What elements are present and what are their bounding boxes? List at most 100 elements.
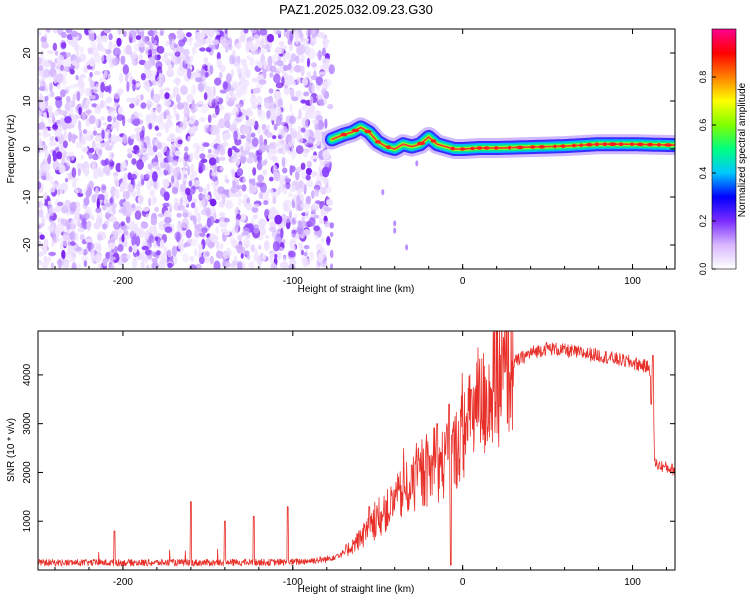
noise-blob: [199, 153, 206, 160]
noise-blob: [158, 154, 164, 164]
noise-blob: [188, 37, 193, 46]
noise-blob: [203, 56, 209, 65]
signal-peak: [340, 132, 348, 137]
noise-blob: [236, 213, 241, 221]
noise-blob: [176, 44, 184, 54]
noise-blob: [150, 217, 157, 226]
noise-blob: [69, 241, 76, 246]
noise-blob: [277, 147, 283, 154]
noise-blob: [285, 181, 291, 190]
noise-blob: [138, 59, 146, 65]
noise-blob: [281, 156, 286, 168]
noise-blob: [100, 159, 105, 165]
noise-blob: [274, 253, 278, 259]
noise-blob: [272, 196, 277, 205]
noise-blob: [232, 120, 238, 126]
noise-blob: [62, 140, 68, 149]
noise-blob: [312, 34, 316, 39]
noise-blob: [237, 234, 243, 241]
noise-blob: [258, 38, 266, 48]
noise-blob: [58, 164, 66, 174]
noise-blob: [151, 79, 156, 86]
noise-blob: [100, 54, 105, 63]
noise-blob: [314, 110, 321, 116]
signal-peak: [608, 142, 617, 146]
x-tick-label: -200: [113, 276, 133, 287]
noise-blob: [52, 160, 60, 171]
noise-blob: [116, 121, 120, 132]
colorbar-tick-label: 0.2: [698, 215, 708, 228]
noise-blob: [245, 141, 250, 148]
noise-blob: [263, 69, 267, 80]
noise-blob: [190, 152, 194, 162]
noise-blob: [89, 71, 93, 78]
noise-blob: [104, 190, 109, 199]
noise-blob: [76, 51, 80, 57]
noise-blob: [213, 260, 221, 269]
noise-blob: [300, 99, 307, 104]
noise-blob: [54, 147, 59, 152]
y-tick-label: 3000: [22, 412, 33, 435]
noise-blob: [185, 199, 189, 205]
noise-blob: [255, 150, 259, 157]
signal-peak: [385, 145, 392, 149]
noise-blob: [209, 198, 217, 207]
noise-blob: [174, 77, 181, 85]
noise-blob: [81, 111, 86, 121]
noise-blob: [79, 233, 85, 241]
noise-blob: [267, 188, 274, 194]
noise-blob: [61, 76, 67, 86]
noise-blob: [287, 192, 294, 198]
noise-blob: [131, 257, 138, 269]
noise-blob: [153, 29, 158, 37]
noise-blob: [166, 52, 173, 57]
noise-blob: [264, 129, 268, 136]
noise-blob: [83, 197, 90, 206]
noise-blob: [66, 157, 71, 167]
noise-blob: [54, 96, 63, 101]
signal-peak: [351, 128, 360, 133]
noise-blob: [177, 204, 185, 211]
noise-blob: [216, 52, 221, 61]
noise-blob: [328, 154, 332, 163]
noise-blob: [240, 58, 247, 67]
noise-blob: [116, 113, 124, 121]
snr-frame: [37, 330, 676, 571]
noise-blob: [193, 179, 201, 188]
noise-blob: [258, 79, 267, 85]
noise-blob: [119, 183, 126, 193]
noise-blob: [60, 42, 67, 49]
noise-blob: [167, 262, 173, 268]
noise-blob: [182, 48, 190, 56]
noise-blob: [321, 88, 327, 96]
noise-blob: [405, 244, 409, 251]
noise-blob: [262, 169, 268, 176]
noise-blob: [57, 258, 62, 269]
noise-blob: [158, 220, 166, 231]
noise-blob: [276, 142, 282, 147]
noise-blob: [206, 194, 211, 201]
noise-blob: [103, 29, 111, 34]
noise-blob: [150, 195, 157, 206]
noise-blob: [90, 252, 95, 263]
noise-blob: [296, 195, 301, 206]
noise-blob: [302, 149, 309, 158]
noise-blob: [222, 134, 228, 142]
noise-blob: [282, 52, 287, 63]
noise-blob: [57, 83, 61, 90]
noise-blob: [105, 54, 114, 63]
noise-blob: [44, 95, 49, 102]
noise-blob: [224, 231, 231, 236]
noise-blob: [41, 96, 45, 102]
noise-blob: [204, 86, 213, 93]
noise-blob: [95, 207, 102, 214]
colorbar-gradient: [712, 29, 736, 269]
noise-blob: [64, 199, 72, 209]
noise-blob: [301, 255, 307, 264]
noise-blob: [223, 113, 231, 122]
noise-blob: [60, 218, 68, 227]
noise-blob: [205, 238, 212, 247]
noise-blob: [250, 44, 255, 53]
noise-blob: [318, 216, 322, 225]
noise-blob: [263, 200, 269, 206]
